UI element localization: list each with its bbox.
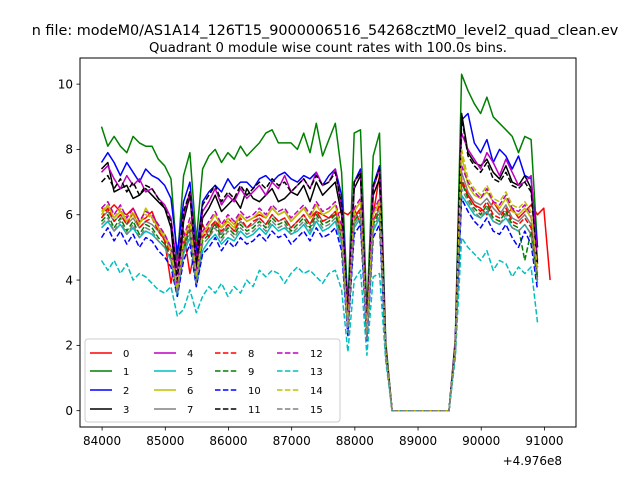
- x-tick-label: 86000: [209, 434, 247, 448]
- y-tick-label: 0: [65, 404, 73, 418]
- series-line-10: [100, 197, 539, 412]
- x-tick-label: 84000: [83, 434, 121, 448]
- series-line-12: [100, 165, 539, 412]
- series-layer: [100, 73, 551, 412]
- x-axis: 84000 85000 86000 87000 88000 89000 90000 91000: [83, 427, 564, 448]
- legend-label-5: 5: [187, 367, 193, 378]
- series-line-11: [100, 116, 539, 412]
- y-tick-label: 8: [65, 143, 73, 157]
- x-tick-label: 89000: [399, 434, 437, 448]
- x-tick-label: 88000: [336, 434, 374, 448]
- legend-label-9: 9: [248, 367, 254, 378]
- x-tick-label: 85000: [146, 434, 184, 448]
- series-line-14: [100, 148, 539, 412]
- legend-label-6: 6: [187, 386, 193, 397]
- y-axis: 0 2 4 6 8 10: [58, 77, 80, 418]
- legend-label-2: 2: [123, 386, 129, 397]
- legend-label-14: 14: [310, 386, 323, 397]
- series-line-5: [100, 194, 539, 412]
- y-tick-label: 4: [65, 273, 73, 287]
- y-tick-label: 2: [65, 339, 73, 353]
- legend-label-13: 13: [310, 367, 323, 378]
- y-tick-label: 6: [65, 208, 73, 222]
- legend-label-7: 7: [187, 405, 193, 416]
- series-line-15: [100, 187, 539, 412]
- legend-label-1: 1: [123, 367, 129, 378]
- figure-suptitle: n file: modeM0/AS1A14_126T15_9000006516_…: [32, 23, 619, 39]
- plot-area-frame: [79, 57, 577, 428]
- x-offset-label: +4.976e8: [503, 454, 562, 468]
- legend-label-11: 11: [248, 405, 261, 416]
- legend-label-3: 3: [123, 405, 129, 416]
- series-line-13: [100, 236, 539, 412]
- legend-label-4: 4: [187, 349, 193, 360]
- legend-label-15: 15: [310, 405, 323, 416]
- x-tick-label: 87000: [273, 434, 311, 448]
- legend-label-8: 8: [248, 349, 254, 360]
- legend-label-10: 10: [248, 386, 261, 397]
- x-tick-label: 90000: [462, 434, 500, 448]
- x-tick-label: 91000: [525, 434, 563, 448]
- legend-label-12: 12: [310, 349, 323, 360]
- chart-title: Quadrant 0 module wise count rates with …: [149, 41, 507, 56]
- legend-frame: [84, 338, 341, 423]
- legend-label-0: 0: [123, 349, 129, 360]
- y-tick-label: 10: [58, 77, 73, 91]
